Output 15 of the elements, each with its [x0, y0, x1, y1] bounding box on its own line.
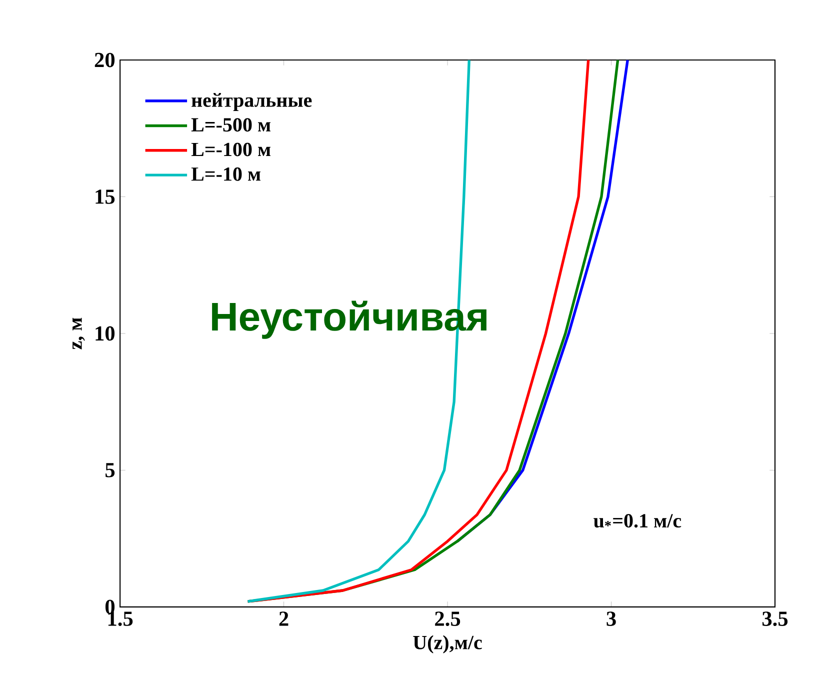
x-tick-label: 2 — [279, 612, 288, 626]
legend-label: нейтральные — [192, 93, 312, 112]
y-tick-label: 15 — [96, 190, 115, 204]
legend-label: L=-10 м — [191, 168, 260, 182]
y-axis-title: z, м — [72, 318, 85, 350]
y-tick-label: 5 — [106, 463, 115, 478]
y-tick-label: 20 — [94, 53, 115, 68]
legend-label: L=-500 м — [191, 118, 270, 132]
x-tick-label: 3 — [606, 612, 616, 626]
x-tick-label: 2.5 — [435, 612, 460, 626]
annotation: u$_{*}$=0.1 м/с — [594, 514, 682, 528]
legend-label: L=-100 м — [191, 142, 270, 156]
x-tick-label: 3.5 — [762, 612, 788, 626]
x-axis-title: U(z),м/с — [413, 635, 482, 654]
y-tick-label: 10 — [96, 326, 115, 341]
